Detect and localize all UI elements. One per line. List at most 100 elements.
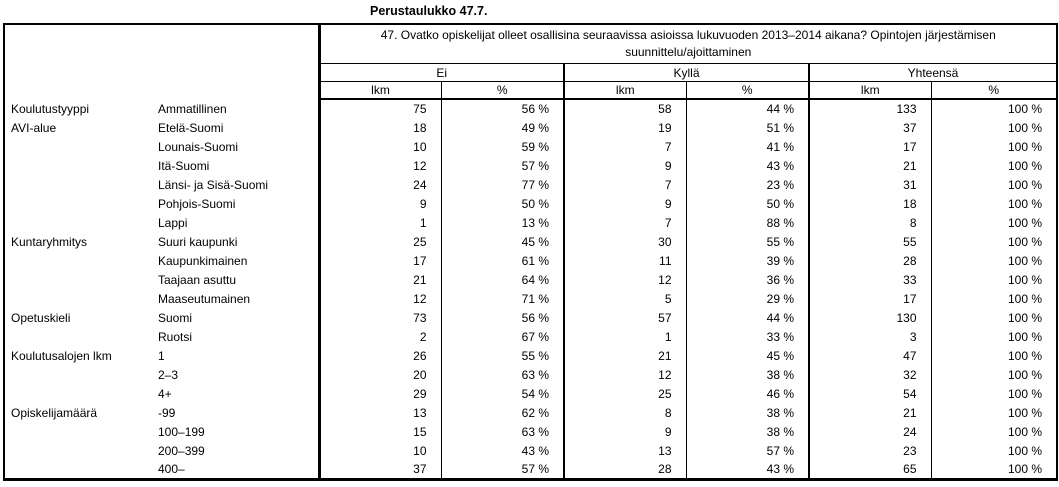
ei-lkm-cell: 18: [413, 120, 427, 135]
yhteensa-pct-cell: 100 %: [930, 194, 1057, 213]
yhteensa-lkm-cell: 31: [808, 175, 931, 194]
kylla-pct-cell: 44 %: [685, 99, 809, 118]
group-header-row: Ei Kyllä Yhteensä: [4, 63, 1057, 82]
yhteensa-pct-cell: 100 %: [930, 289, 1057, 308]
kylla-pct-cell: 41 %: [685, 137, 809, 156]
label-cell: Suomi: [156, 308, 321, 327]
yhteensa-lkm-cell: 21: [808, 156, 931, 175]
measure-header-yhteensa-lkm: lkm: [808, 81, 931, 100]
question-header: 47. Ovatko opiskelijat olleet osallisina…: [319, 24, 1057, 64]
kylla-lkm-cell: 13: [563, 441, 686, 460]
yhteensa-lkm-cell: 54: [808, 384, 931, 403]
label-cell: Etelä-Suomi: [156, 118, 321, 137]
yhteensa-pct-cell: 100 %: [930, 213, 1057, 232]
ei-pct-cell: 63 %: [440, 422, 564, 441]
category-cell: [4, 289, 156, 308]
table-row: Ruotsi 2 67 % 1 33 % 3 100 %: [4, 327, 1057, 346]
ei-lkm-cell: 20: [413, 367, 427, 382]
ei-lkm-cell: 1: [419, 215, 427, 230]
measure-header-yhteensa-pct: %: [930, 81, 1057, 100]
kylla-lkm-cell: 12: [563, 270, 686, 289]
kylla-lkm-cell: 8: [563, 403, 686, 422]
ei-pct-cell: 67 %: [440, 327, 564, 346]
kylla-pct-cell: 44 %: [685, 308, 809, 327]
yhteensa-pct-cell: 100 %: [930, 403, 1057, 422]
ei-lkm-cell: 10: [413, 443, 427, 458]
label-cell: Taajaan asuttu: [156, 270, 321, 289]
category-cell: Koulutustyyppi: [11, 101, 90, 116]
label-cell: 2–3: [156, 365, 321, 384]
yhteensa-pct-cell: 100 %: [930, 99, 1057, 118]
group-header-ei: Ei: [319, 63, 564, 82]
label-cell: Suuri kaupunki: [156, 232, 321, 251]
category-cell: [4, 460, 156, 479]
yhteensa-pct-cell: 100 %: [930, 365, 1057, 384]
label-cell: Lounais-Suomi: [156, 137, 321, 156]
ei-lkm-cell: 25: [413, 234, 427, 249]
yhteensa-pct-cell: 100 %: [930, 137, 1057, 156]
kylla-lkm-cell: 7: [563, 175, 686, 194]
table-row: Kaupunkimainen 17 61 % 11 39 % 28 100 %: [4, 251, 1057, 270]
kylla-lkm-cell: 5: [563, 289, 686, 308]
yhteensa-lkm-cell: 133: [808, 99, 931, 118]
yhteensa-lkm-cell: 24: [808, 422, 931, 441]
yhteensa-lkm-cell: 130: [808, 308, 931, 327]
yhteensa-pct-cell: 100 %: [930, 270, 1057, 289]
label-cell: 100–199: [156, 422, 321, 441]
category-cell: [4, 156, 156, 175]
table-row: Maaseutumainen 12 71 % 5 29 % 17 100 %: [4, 289, 1057, 308]
table-row: Taajaan asuttu 21 64 % 12 36 % 33 100 %: [4, 270, 1057, 289]
yhteensa-pct-cell: 100 %: [930, 251, 1057, 270]
kylla-pct-cell: 51 %: [685, 118, 809, 137]
table-row: Lounais-Suomi 10 59 % 7 41 % 17 100 %: [4, 137, 1057, 156]
ei-pct-cell: 45 %: [440, 232, 564, 251]
table-body: Koulutustyyppi Ammatillinen 75 56 % 58 4…: [4, 99, 1057, 479]
ei-pct-cell: 56 %: [440, 99, 564, 118]
ei-lkm-cell: 12: [413, 291, 427, 306]
ei-lkm-cell: 17: [413, 253, 427, 268]
category-cell: [4, 175, 156, 194]
kylla-pct-cell: 43 %: [685, 156, 809, 175]
yhteensa-pct-cell: 100 %: [930, 422, 1057, 441]
kylla-pct-cell: 57 %: [685, 441, 809, 460]
yhteensa-lkm-cell: 18: [808, 194, 931, 213]
table-row: AVI-alue Etelä-Suomi 18 49 % 19 51 % 37 …: [4, 118, 1057, 137]
category-cell: AVI-alue: [11, 120, 57, 135]
kylla-lkm-cell: 9: [563, 422, 686, 441]
yhteensa-lkm-cell: 21: [808, 403, 931, 422]
ei-lkm-cell: 9: [419, 196, 427, 211]
ei-pct-cell: 57 %: [440, 460, 564, 479]
measure-header-ei-lkm: lkm: [319, 81, 441, 100]
label-cell: Pohjois-Suomi: [156, 194, 321, 213]
kylla-pct-cell: 38 %: [685, 403, 809, 422]
kylla-pct-cell: 23 %: [685, 175, 809, 194]
kylla-pct-cell: 43 %: [685, 460, 809, 479]
kylla-lkm-cell: 58: [563, 99, 686, 118]
ei-pct-cell: 61 %: [440, 251, 564, 270]
label-cell: 4+: [156, 384, 321, 403]
kylla-pct-cell: 36 %: [685, 270, 809, 289]
ei-lkm-cell: 26: [413, 348, 427, 363]
ei-lkm-cell: 37: [413, 461, 427, 476]
category-cell: [4, 365, 156, 384]
ei-lkm-cell: 13: [413, 405, 427, 420]
ei-lkm-cell: 15: [413, 424, 427, 439]
ei-pct-cell: 54 %: [440, 384, 564, 403]
kylla-pct-cell: 38 %: [685, 365, 809, 384]
measure-header-ei-pct: %: [440, 81, 564, 100]
table-row: Opiskelijamäärä -99 13 62 % 8 38 % 21 10…: [4, 403, 1057, 422]
ei-pct-cell: 77 %: [440, 175, 564, 194]
ei-lkm-cell: 29: [413, 386, 427, 401]
page-title: Perustaulukko 47.7.: [370, 4, 488, 18]
ei-pct-cell: 56 %: [440, 308, 564, 327]
ei-pct-cell: 55 %: [440, 346, 564, 365]
ei-lkm-cell: 21: [413, 272, 427, 287]
kylla-lkm-cell: 57: [563, 308, 686, 327]
measure-header-row: lkm % lkm % lkm %: [4, 81, 1057, 100]
ei-lkm-cell: 73: [413, 310, 427, 325]
kylla-lkm-cell: 28: [563, 460, 686, 479]
category-cell: [4, 422, 156, 441]
table-row: 400– 37 57 % 28 43 % 65 100 %: [4, 460, 1057, 479]
yhteensa-lkm-cell: 33: [808, 270, 931, 289]
ei-lkm-cell: 24: [413, 177, 427, 192]
